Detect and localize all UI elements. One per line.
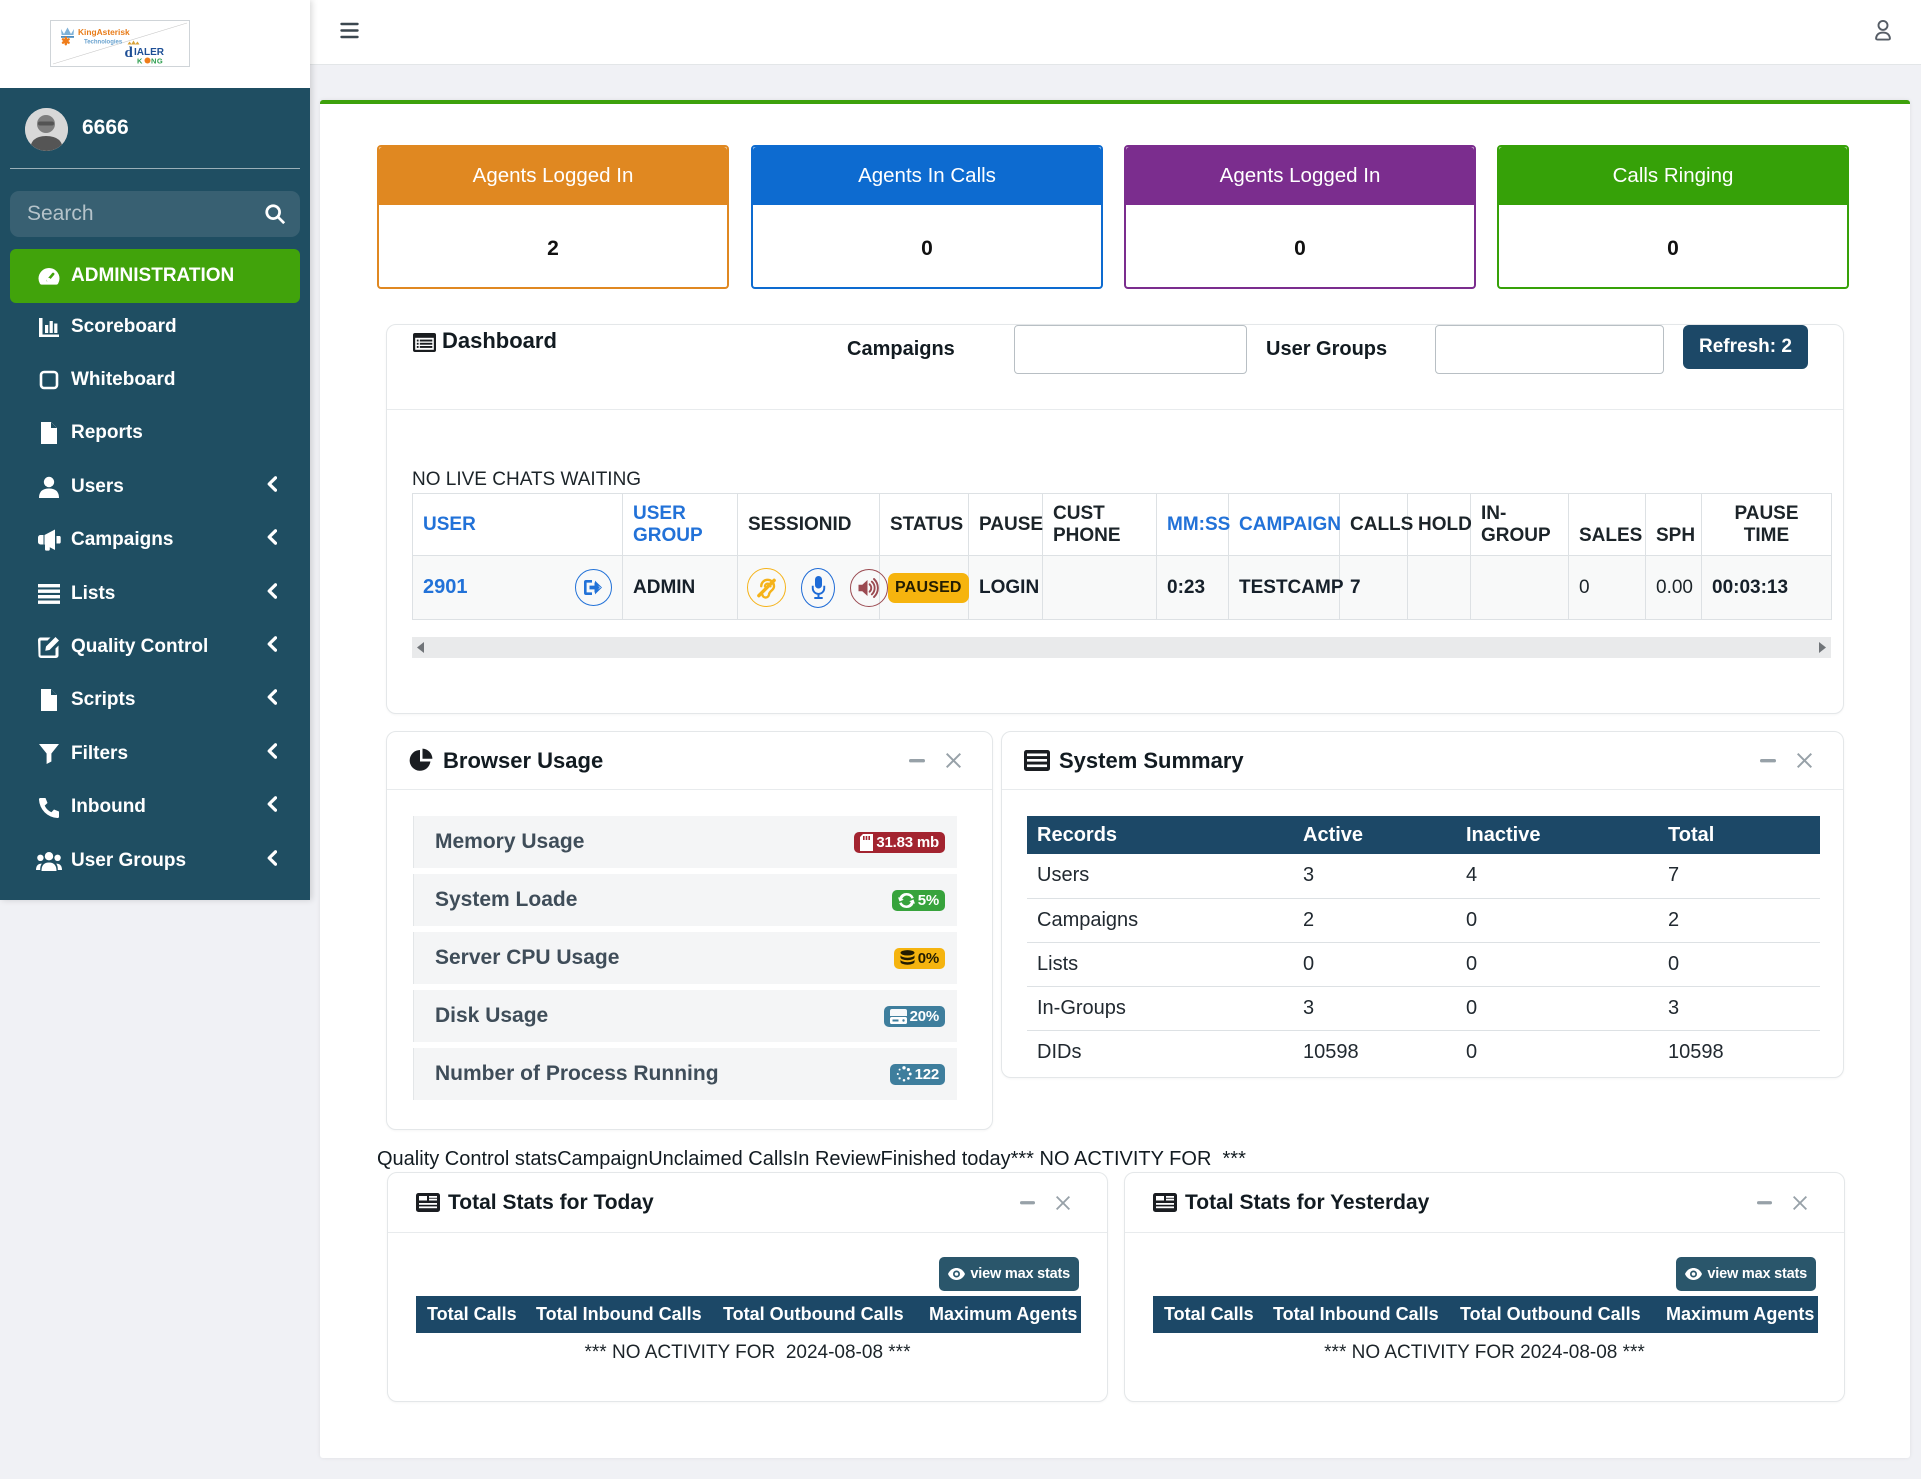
svg-text:KingAsterisk: KingAsterisk [78, 27, 130, 37]
svg-text:IALER: IALER [134, 47, 165, 58]
svg-text:K: K [137, 57, 143, 66]
svg-text:Technologies: Technologies [84, 40, 123, 46]
svg-text:NG: NG [151, 57, 163, 66]
svg-text:d: d [125, 45, 134, 61]
